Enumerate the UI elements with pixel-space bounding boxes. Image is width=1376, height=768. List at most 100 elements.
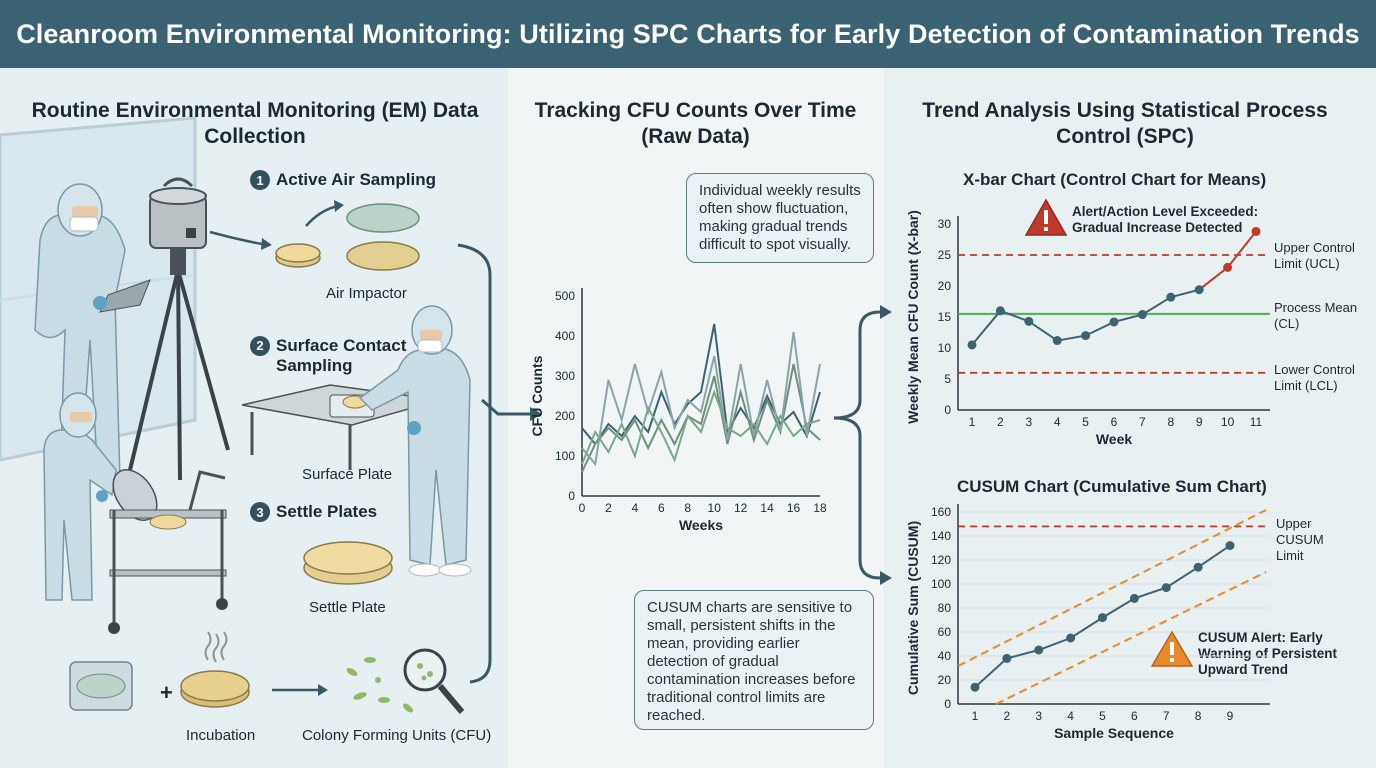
plus-sign: + bbox=[160, 680, 173, 705]
y-tick-label: 100 bbox=[931, 577, 951, 591]
cusum-point bbox=[1002, 653, 1012, 663]
cusum-chart-title: CUSUM Chart (Cumulative Sum Chart) bbox=[957, 477, 1267, 496]
cusum-upper-band bbox=[957, 509, 1267, 667]
x-tick-label: 3 bbox=[1025, 415, 1032, 429]
caption-surface-plate: Surface Plate bbox=[302, 466, 393, 483]
technician-3-icon bbox=[358, 305, 472, 577]
x-tick-label: 5 bbox=[1082, 415, 1089, 429]
x-tick-label: 18 bbox=[813, 501, 827, 515]
xbar-point bbox=[1109, 317, 1119, 327]
caption-settle-plate: Settle Plate bbox=[309, 599, 386, 616]
middle-panel-title: Tracking CFU Counts Over Time (Raw Data) bbox=[534, 99, 857, 148]
y-axis-label: Cumulative Sum (CUSUM) bbox=[905, 521, 921, 695]
y-tick-label: 120 bbox=[931, 553, 951, 567]
x-tick-label: 14 bbox=[760, 501, 774, 515]
xbar-alert-text: Alert/Action Level Exceeded: Gradual Inc… bbox=[1072, 204, 1259, 235]
x-tick-label: 8 bbox=[1167, 415, 1174, 429]
step-label: Settle Plates bbox=[276, 502, 378, 521]
x-tick-label: 4 bbox=[1067, 709, 1074, 723]
y-axis-label: Weekly Mean CFU Count (X-bar) bbox=[905, 210, 921, 424]
y-tick-label: 500 bbox=[555, 289, 575, 303]
x-tick-label: 0 bbox=[579, 501, 586, 515]
y-tick-label: 80 bbox=[938, 601, 952, 615]
x-tick-label: 4 bbox=[632, 501, 639, 515]
cusum-alert-text: CUSUM Alert: Early Warning of Persistent… bbox=[1198, 630, 1338, 677]
step-air-sampling: 1 Active Air Sampling bbox=[250, 170, 436, 190]
y-tick-label: 10 bbox=[938, 341, 952, 355]
x-tick-label: 10 bbox=[708, 501, 722, 515]
xbar-point bbox=[1166, 292, 1176, 302]
xbar-point bbox=[1194, 285, 1204, 295]
y-tick-label: 0 bbox=[944, 403, 951, 417]
cart-icon bbox=[108, 470, 228, 634]
cusum-lower-band bbox=[995, 571, 1267, 705]
y-tick-label: 60 bbox=[938, 625, 952, 639]
y-tick-label: 5 bbox=[944, 372, 951, 386]
cusum-limit-label: Upper CUSUM Limit bbox=[1276, 516, 1324, 563]
caption-air-impactor: Air Impactor bbox=[326, 285, 407, 302]
x-tick-label: 2 bbox=[605, 501, 612, 515]
callout-fluctuation: Individual weekly results often show flu… bbox=[686, 173, 874, 263]
cusum-point bbox=[1098, 613, 1107, 623]
y-tick-label: 160 bbox=[931, 505, 951, 519]
x-tick-label: 6 bbox=[1111, 415, 1118, 429]
cl-label: Process Mean (CL) bbox=[1274, 300, 1358, 331]
x-tick-label: 3 bbox=[1035, 709, 1042, 723]
x-axis-label: Sample Sequence bbox=[1054, 725, 1174, 741]
y-axis-label: CFU Counts bbox=[529, 355, 545, 436]
technician-1-icon bbox=[34, 183, 151, 481]
step-number: 1 bbox=[250, 170, 270, 190]
xbar-point bbox=[1081, 331, 1091, 341]
left-panel-title: Routine Environmental Monitoring (EM) Da… bbox=[31, 99, 479, 148]
y-tick-label: 300 bbox=[555, 369, 575, 383]
step-label: Active Air Sampling bbox=[276, 170, 436, 189]
y-tick-label: 140 bbox=[931, 529, 951, 543]
x-tick-label: 6 bbox=[658, 501, 665, 515]
y-tick-label: 25 bbox=[938, 248, 952, 262]
x-tick-label: 2 bbox=[997, 415, 1004, 429]
x-axis-label: Week bbox=[1096, 431, 1133, 447]
y-tick-label: 40 bbox=[938, 649, 952, 663]
step-settle-plates: 3 Settle Plates bbox=[250, 502, 377, 522]
step-label: Surface Contact Sampling bbox=[276, 336, 407, 375]
panel-spc bbox=[883, 68, 1376, 768]
x-tick-label: 4 bbox=[1054, 415, 1061, 429]
xbar-point bbox=[1052, 336, 1062, 346]
x-tick-label: 7 bbox=[1139, 415, 1146, 429]
cusum-point bbox=[1066, 633, 1076, 643]
air-impactor-icon bbox=[128, 177, 230, 481]
x-tick-label: 6 bbox=[1131, 709, 1138, 723]
xbar-point bbox=[1251, 226, 1261, 236]
y-tick-label: 30 bbox=[938, 217, 952, 231]
y-tick-label: 100 bbox=[555, 449, 575, 463]
technician-2-icon bbox=[43, 392, 158, 601]
x-tick-label: 9 bbox=[1196, 415, 1203, 429]
alert-warning-icon bbox=[1024, 198, 1068, 236]
cusum-point bbox=[1225, 541, 1235, 551]
ucl-label: Upper Control Limit (UCL) bbox=[1274, 240, 1355, 271]
x-tick-label: 10 bbox=[1221, 415, 1235, 429]
x-tick-label: 2 bbox=[1004, 709, 1011, 723]
magnifier-icon bbox=[346, 648, 465, 714]
page-title: Cleanroom Environmental Monitoring: Util… bbox=[0, 0, 1376, 68]
xbar-point bbox=[995, 306, 1005, 316]
lcl-label: Lower Control Limit (LCL) bbox=[1274, 362, 1355, 393]
xbar-point bbox=[1137, 310, 1147, 320]
x-tick-label: 12 bbox=[734, 501, 748, 515]
x-tick-label: 8 bbox=[1195, 709, 1202, 723]
x-tick-label: 1 bbox=[972, 709, 979, 723]
right-panel-title: Trend Analysis Using Statistical Process… bbox=[922, 99, 1328, 148]
series-line-4 bbox=[581, 388, 821, 465]
y-tick-label: 400 bbox=[555, 329, 575, 343]
x-tick-label: 8 bbox=[684, 501, 691, 515]
step-number: 2 bbox=[250, 336, 270, 356]
xbar-point bbox=[1024, 316, 1034, 326]
caption-cfu: Colony Forming Units (CFU) bbox=[302, 727, 492, 744]
y-tick-label: 0 bbox=[568, 489, 575, 503]
x-tick-label: 16 bbox=[787, 501, 801, 515]
x-tick-label: 7 bbox=[1163, 709, 1170, 723]
x-tick-label: 9 bbox=[1227, 709, 1234, 723]
